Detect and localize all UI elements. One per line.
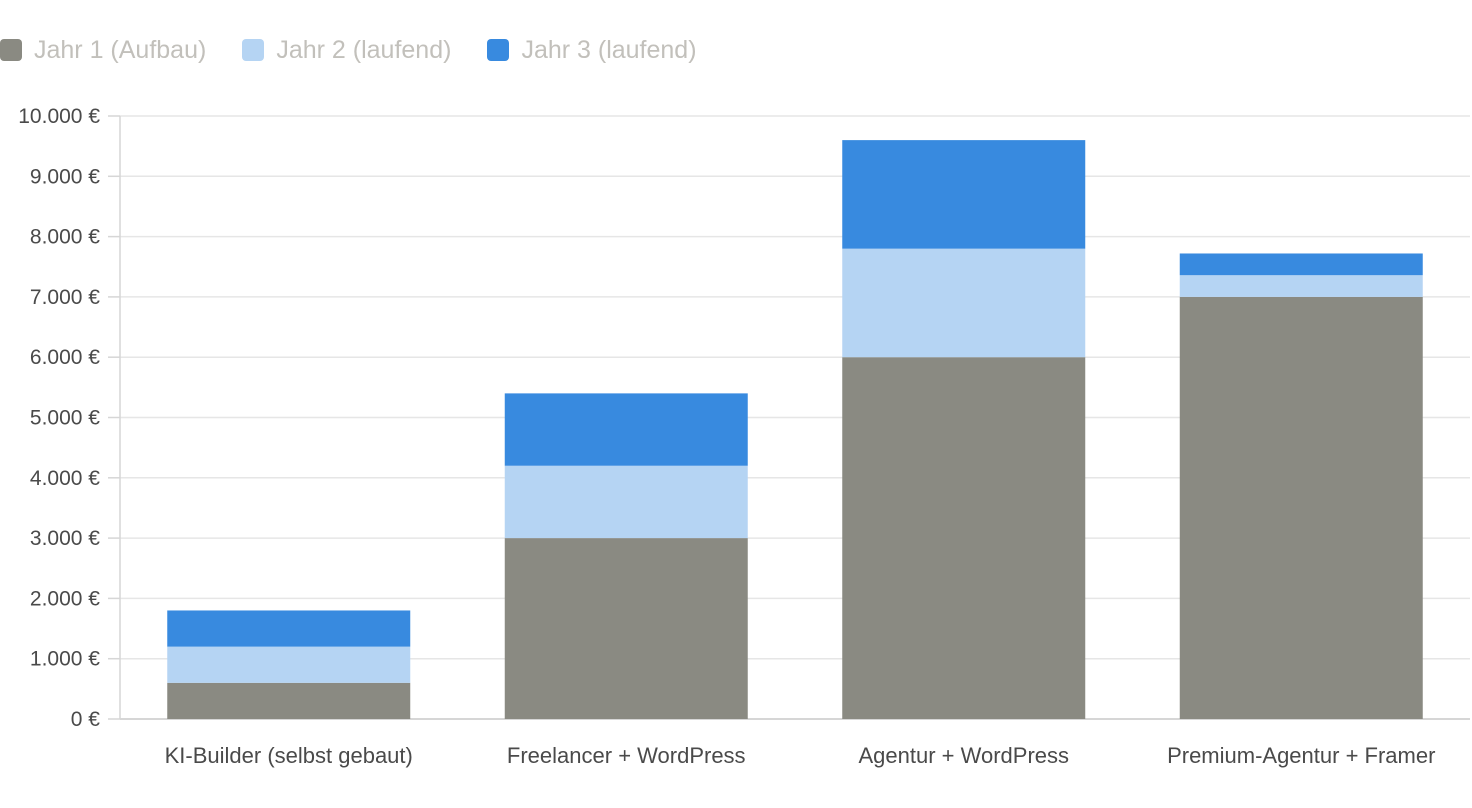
x-category-label: Freelancer + WordPress bbox=[507, 743, 746, 768]
bar-segment[interactable] bbox=[167, 646, 411, 683]
bar-segment[interactable] bbox=[504, 538, 748, 719]
x-category-label: Premium-Agentur + Framer bbox=[1167, 743, 1435, 768]
bar-segment[interactable] bbox=[842, 248, 1086, 358]
bar-segment[interactable] bbox=[1179, 296, 1423, 719]
legend-swatch bbox=[487, 39, 510, 61]
legend-label: Jahr 1 (Aufbau) bbox=[34, 35, 207, 64]
x-category-label: Agentur + WordPress bbox=[858, 743, 1069, 768]
legend-label: Jahr 2 (laufend) bbox=[276, 35, 452, 64]
y-tick-label: 10.000 € bbox=[18, 105, 100, 128]
y-tick-label: 1.000 € bbox=[30, 648, 100, 671]
legend-item[interactable]: Jahr 1 (Aufbau) bbox=[0, 36, 206, 65]
y-tick-label: 9.000 € bbox=[30, 165, 100, 188]
legend-swatch bbox=[242, 39, 265, 61]
bar-segment[interactable] bbox=[842, 357, 1086, 719]
x-category-label: KI-Builder (selbst gebaut) bbox=[165, 743, 413, 768]
y-tick-label: 8.000 € bbox=[30, 226, 100, 249]
y-tick-label: 3.000 € bbox=[30, 527, 100, 550]
legend-swatch bbox=[0, 39, 22, 61]
legend-item[interactable]: Jahr 3 (laufend) bbox=[487, 35, 697, 65]
bar-segment[interactable] bbox=[167, 610, 411, 647]
y-tick-label: 5.000 € bbox=[30, 407, 100, 430]
legend-label: Jahr 3 (laufend) bbox=[521, 35, 697, 64]
y-tick-label: 4.000 € bbox=[30, 467, 100, 490]
y-tick-label: 0 € bbox=[71, 708, 101, 731]
bar-segment[interactable] bbox=[842, 140, 1086, 249]
chart-legend: Jahr 1 (Aufbau) Jahr 2 (laufend) Jahr 3 (l… bbox=[0, 30, 733, 70]
y-tick-label: 7.000 € bbox=[30, 286, 100, 309]
bar-segment[interactable] bbox=[504, 393, 748, 466]
bar-segment[interactable] bbox=[167, 682, 411, 719]
legend-item[interactable]: Jahr 2 (laufend) bbox=[242, 36, 451, 65]
bar-segment[interactable] bbox=[504, 465, 748, 539]
y-tick-label: 2.000 € bbox=[30, 587, 100, 610]
bar-segment[interactable] bbox=[1179, 253, 1423, 276]
y-tick-label: 6.000 € bbox=[30, 346, 100, 369]
bar-segment[interactable] bbox=[1179, 275, 1423, 297]
